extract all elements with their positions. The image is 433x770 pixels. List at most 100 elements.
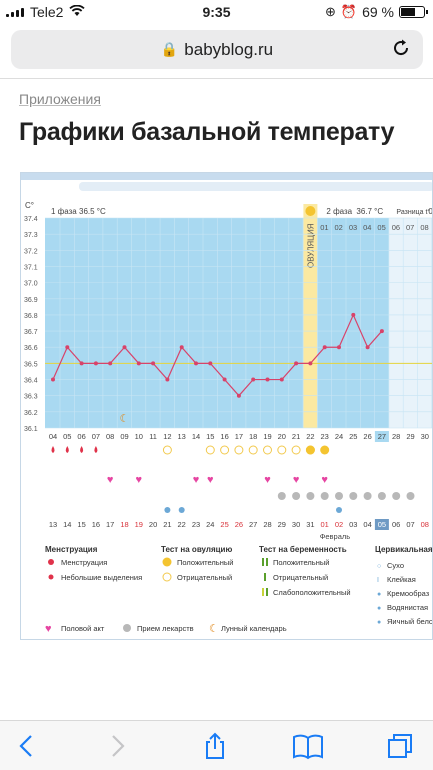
ovulation-test-negative-icon	[234, 445, 244, 455]
temperature-point	[337, 345, 341, 350]
tabs-icon[interactable]	[385, 731, 415, 761]
legend-menstruation: Менструация	[61, 558, 107, 567]
legend-ovulation-positive: Положительный	[177, 558, 233, 567]
cycle-day-label: 30	[421, 432, 429, 441]
share-icon[interactable]	[200, 731, 230, 761]
temperature-point	[93, 361, 98, 366]
medication-icon	[406, 492, 415, 500]
date-label: 23	[192, 520, 200, 529]
ovulation-label: ОВУЛЯЦИЯ	[306, 223, 315, 268]
date-label: 07	[406, 520, 414, 529]
legend-intercourse-icon: ♥	[45, 623, 52, 635]
status-left: Tele2	[6, 4, 86, 20]
temperature-point	[208, 361, 213, 366]
date-label: 19	[135, 520, 143, 529]
diff-value: 0.2	[428, 207, 433, 216]
date-label: 06	[392, 520, 400, 529]
menstruation-drop-icon	[80, 446, 84, 453]
y-tick-label: 36.7	[24, 329, 38, 336]
intercourse-heart-icon: ♥	[321, 474, 328, 486]
back-icon[interactable]	[12, 731, 42, 761]
phase-2-temp: 36.7 °C	[356, 207, 383, 216]
legend-menstruation-title: Менструация	[45, 545, 98, 554]
temperature-point	[265, 377, 270, 382]
medication-icon	[320, 492, 329, 500]
y-tick-label: 37.2	[24, 248, 38, 255]
cycle-day-label: 28	[392, 432, 400, 441]
phase-1-label: 1 фаза	[51, 207, 77, 216]
future-area	[388, 218, 432, 428]
battery-percent: 69 %	[362, 4, 394, 20]
legend-spotting: Небольшие выделения	[61, 573, 142, 582]
temperature-point	[294, 361, 299, 366]
y-axis-unit: С°	[25, 201, 34, 210]
medication-icon	[335, 492, 343, 500]
chart-scrollbar-thumb	[79, 182, 432, 191]
legend-cervical-watery-icon: ●	[377, 605, 381, 612]
article-category-link[interactable]: Приложения	[19, 91, 101, 107]
legend-lunar: Лунный календарь	[221, 624, 287, 633]
diff-label: Разница t°	[396, 208, 430, 216]
legend-pregnancy-positive-icon	[262, 558, 264, 566]
temperature-point	[65, 345, 70, 350]
date-label: 29	[278, 520, 286, 529]
cycle-day-label: 12	[163, 432, 171, 441]
phase-2-label: 2 фаза	[326, 207, 352, 216]
cycle-day-label: 14	[192, 432, 200, 441]
intercourse-heart-icon: ♥	[293, 474, 300, 486]
carrier-name: Tele2	[30, 4, 64, 20]
medication-icon	[363, 492, 372, 500]
future-day-label: 01	[320, 223, 328, 232]
future-day-label: 08	[420, 223, 428, 232]
future-day-label: 02	[335, 223, 343, 232]
y-tick-label: 36.6	[24, 345, 38, 352]
cycle-day-label: 09	[120, 432, 128, 441]
temperature-point	[222, 377, 227, 382]
intercourse-heart-icon: ♥	[193, 474, 200, 486]
date-label: 24	[206, 520, 214, 529]
legend-spotting-icon	[48, 574, 54, 580]
future-day-label: 07	[406, 223, 414, 232]
date-label: 31	[306, 520, 314, 529]
cycle-day-label: 20	[278, 432, 286, 441]
cervical-fluid-icon	[178, 507, 185, 513]
legend-medication: Прием лекарств	[137, 624, 194, 633]
ovulation-test-negative-icon	[248, 445, 258, 455]
date-label: 17	[106, 520, 114, 529]
date-label: 03	[349, 520, 357, 529]
legend-cervical-creamy-icon: ●	[377, 591, 381, 598]
legend-pregnancy-weak-icon	[262, 588, 264, 596]
temperature-point	[351, 312, 356, 317]
date-label: 25	[220, 520, 228, 529]
date-label: 28	[263, 520, 271, 529]
y-tick-label: 36.8	[24, 313, 38, 320]
legend-ovulation-positive-icon	[162, 557, 172, 567]
forward-icon[interactable]	[102, 731, 132, 761]
bookmarks-icon[interactable]	[292, 731, 323, 761]
date-label: 02	[335, 520, 343, 529]
medication-icon	[277, 492, 286, 500]
y-tick-label: 36.3	[24, 394, 38, 401]
ovulation-test-negative-icon	[162, 445, 172, 455]
legend-cervical-watery: Водянистая	[387, 603, 428, 612]
legend-cervical-creamy: Кремообраз	[387, 589, 430, 598]
cycle-day-label: 06	[77, 432, 85, 441]
ovulation-column	[303, 204, 318, 428]
date-label: 04	[363, 520, 371, 529]
date-label: 01	[321, 520, 329, 529]
cycle-day-label: 29	[406, 432, 414, 441]
intercourse-heart-icon: ♥	[107, 474, 114, 486]
cycle-day-label: 13	[178, 432, 186, 441]
legend-pregnancy-negative: Отрицательный	[273, 573, 328, 582]
legend-cervical-dry: Сухо	[387, 561, 404, 570]
address-bar[interactable]: 🔒 babyblog.ru	[11, 30, 423, 69]
cycle-day-label: 25	[349, 432, 357, 441]
date-label: 22	[178, 520, 186, 529]
temperature-point	[136, 361, 141, 366]
cycle-day-label: 16	[220, 432, 228, 441]
temperature-point	[151, 361, 156, 366]
chart-top-strip	[21, 173, 432, 180]
reload-icon[interactable]	[391, 38, 411, 64]
alarm-icon: ⏰	[340, 4, 358, 19]
menstruation-drop-icon	[51, 446, 55, 453]
